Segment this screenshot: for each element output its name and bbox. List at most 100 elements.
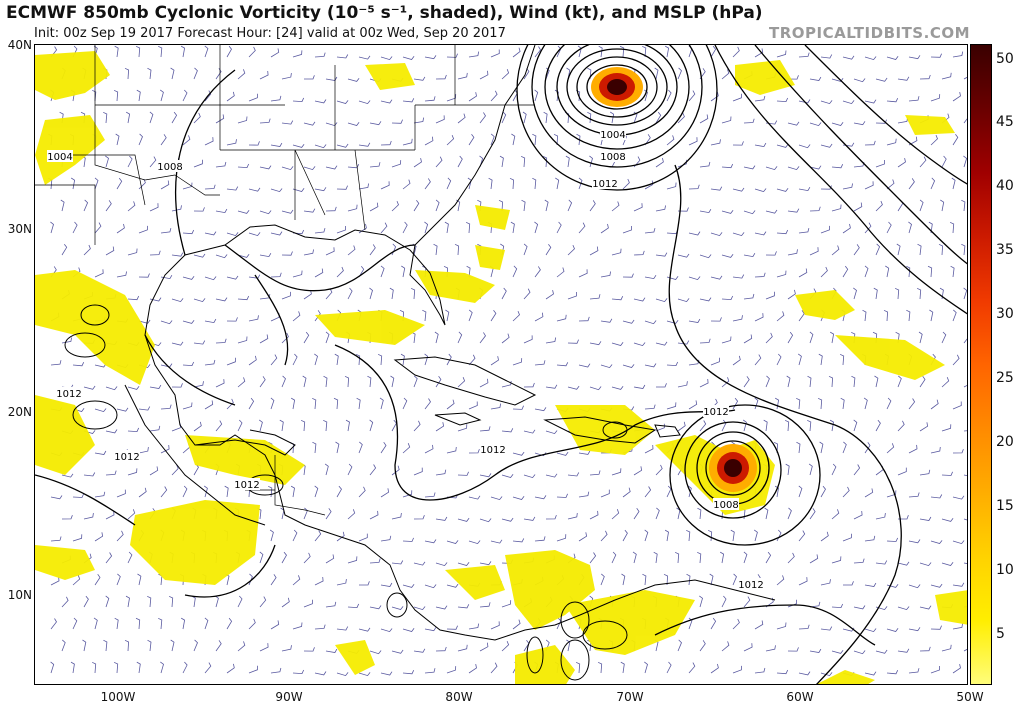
wind-barb — [237, 69, 246, 80]
wind-barb — [180, 45, 186, 58]
wind-barb — [875, 419, 881, 432]
wind-barb — [490, 309, 497, 322]
wind-barb — [347, 509, 356, 520]
wind-barb — [534, 221, 539, 234]
wind-barb — [347, 463, 353, 476]
wind-barb — [290, 485, 295, 498]
wind-barb — [72, 534, 83, 542]
wind-barb — [699, 208, 712, 214]
wind-barb — [621, 573, 626, 586]
wind-barb — [864, 628, 877, 633]
state-borders — [35, 45, 535, 516]
wind-barb — [930, 583, 943, 588]
wind-barb — [292, 50, 303, 58]
wind-barb — [589, 386, 602, 391]
wind-barb — [193, 463, 199, 476]
wind-barb — [809, 648, 822, 653]
wind-barb — [424, 668, 436, 674]
wind-barb — [380, 671, 393, 676]
wind-barb — [435, 199, 440, 212]
wind-barb — [468, 540, 481, 545]
wind-barb — [798, 310, 805, 322]
isobar-label: 1004 — [600, 130, 625, 141]
wind-barb — [94, 450, 107, 455]
wind-barb — [677, 253, 690, 258]
wind-barb — [688, 617, 693, 630]
wind-barb — [886, 179, 895, 190]
wind-barb — [435, 74, 447, 80]
wind-barb — [820, 266, 828, 278]
wind-barb — [567, 244, 575, 256]
wind-barb — [765, 645, 776, 652]
wind-barb — [523, 288, 531, 300]
vorticity-contours — [64, 304, 628, 681]
wind-barb — [776, 353, 782, 366]
wind-barb — [950, 265, 955, 278]
wind-barb — [820, 225, 830, 234]
wind-barb — [875, 159, 885, 168]
wind-barb — [94, 222, 102, 234]
wind-barb — [699, 254, 712, 259]
wind-barb — [556, 362, 569, 367]
wind-barb — [875, 243, 881, 256]
colorbar-tick: 5 — [996, 626, 1005, 642]
wind-barb — [435, 115, 445, 124]
wind-barb — [182, 661, 188, 674]
wind-barb — [226, 617, 233, 630]
vorticity-shading — [35, 51, 967, 684]
wind-barb — [776, 311, 785, 322]
wind-barb — [347, 122, 360, 126]
wind-barb — [600, 271, 611, 278]
wind-barb — [864, 56, 877, 61]
wind-barb — [765, 551, 772, 564]
wind-barb — [127, 551, 133, 564]
wind-barb — [754, 272, 766, 278]
wind-barb — [732, 187, 745, 192]
wind-barb — [457, 155, 463, 168]
brand-watermark: TROPICALTIDBITS.COM — [769, 24, 970, 42]
wind-barb — [446, 53, 458, 58]
wind-barb — [281, 597, 290, 608]
wind-barb — [842, 441, 847, 454]
wind-barb — [776, 50, 787, 58]
wind-barb — [963, 430, 967, 432]
wind-barb — [520, 155, 526, 168]
wind-barb — [941, 377, 950, 388]
wind-barb — [105, 470, 117, 476]
wind-barb — [512, 538, 525, 543]
wind-barb — [828, 375, 834, 388]
wind-barb — [248, 665, 258, 674]
wind-barb — [446, 94, 457, 102]
wind-barb — [807, 375, 812, 388]
wind-barb — [182, 229, 195, 235]
wind-barb — [644, 486, 652, 498]
wind-barb — [358, 183, 369, 190]
wind-barb — [930, 446, 941, 454]
wind-barb — [358, 533, 368, 542]
wind-barb — [259, 118, 271, 124]
wind-barb — [413, 199, 420, 212]
wind-barb — [446, 540, 459, 544]
wind-barb — [116, 573, 121, 586]
wind-barb — [820, 531, 829, 542]
wind-barb — [842, 183, 853, 190]
wind-barb — [424, 55, 437, 60]
wind-barb — [688, 276, 701, 281]
wind-barb — [699, 420, 707, 432]
wind-barb — [105, 246, 115, 256]
wind-barb — [544, 199, 549, 212]
wind-barb — [554, 89, 559, 102]
wind-barb — [600, 318, 613, 323]
wind-barb — [325, 165, 338, 170]
wind-barb — [292, 353, 298, 366]
wind-barb — [114, 617, 119, 630]
wind-barb — [666, 135, 675, 146]
wind-barb — [490, 133, 495, 146]
wind-barb — [158, 45, 163, 58]
wind-barb — [336, 626, 349, 631]
wind-barb — [347, 204, 358, 212]
wind-barb — [215, 161, 227, 168]
wind-barb — [72, 493, 84, 498]
wind-barb — [138, 273, 150, 278]
wind-barb — [930, 53, 942, 58]
